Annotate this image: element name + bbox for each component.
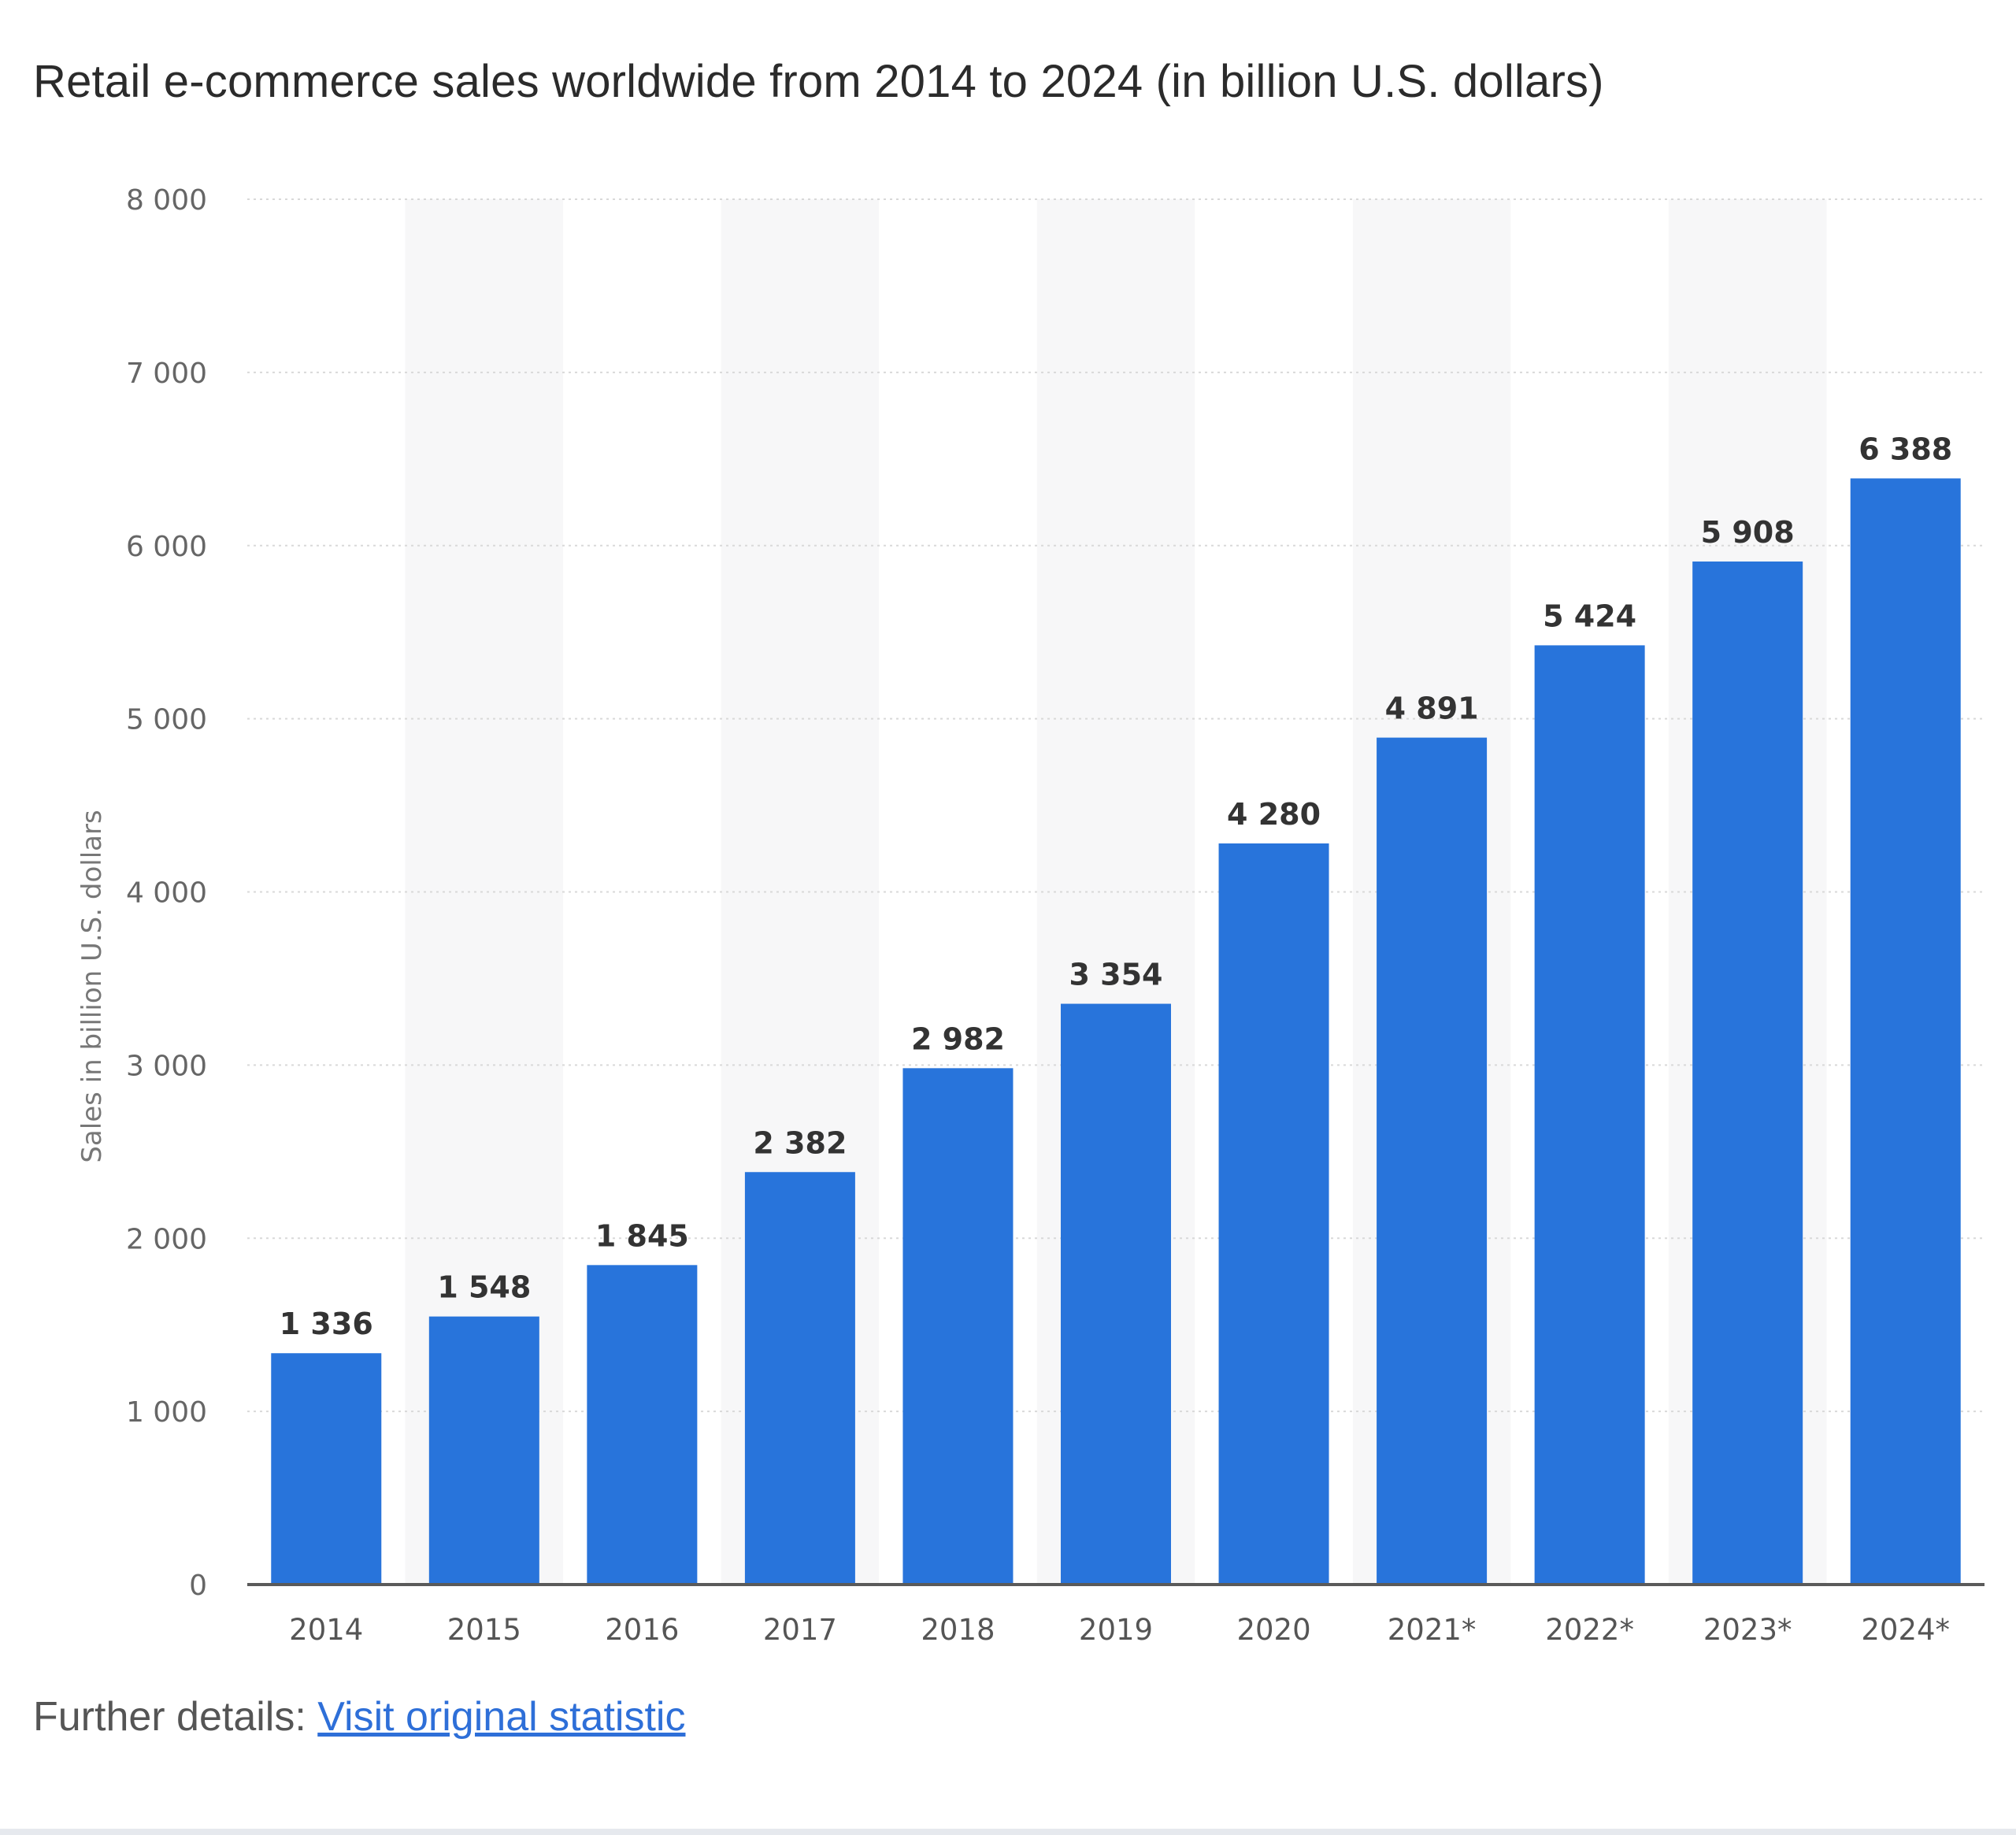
y-tick-label: 6 000 (126, 531, 207, 563)
y-tick-label: 1 000 (126, 1396, 207, 1429)
x-tick-label: 2020 (1236, 1613, 1310, 1647)
y-axis-title: Sales in billion U.S. dollars (76, 810, 108, 1162)
chart-title: Retail e-commerce sales worldwide from 2… (33, 56, 1604, 107)
data-label: 6 388 (1858, 432, 1952, 466)
y-tick-label: 8 000 (126, 184, 207, 217)
bar (744, 1172, 855, 1585)
y-tick-label: 0 (189, 1570, 207, 1602)
bar (1377, 737, 1488, 1585)
bar (271, 1353, 382, 1585)
bar (587, 1265, 698, 1585)
further-details-label: Further details: (33, 1694, 318, 1740)
bar (902, 1068, 1014, 1585)
data-label: 4 891 (1385, 691, 1479, 726)
bar-chart: 0 1 000 2 000 3 000 4 000 5 000 6 000 7 000 8 00… (76, 184, 1984, 1647)
x-tick-label: 2016 (605, 1613, 679, 1647)
data-label: 5 908 (1701, 515, 1795, 550)
data-label: 1 845 (595, 1218, 689, 1253)
bar (428, 1316, 539, 1585)
y-tick-label: 7 000 (126, 358, 207, 390)
visit-original-statistic-link[interactable]: Visit original statistic (317, 1694, 686, 1740)
bar (1061, 1003, 1171, 1585)
bar (1692, 561, 1803, 1585)
y-tick-label: 4 000 (126, 877, 207, 910)
data-label: 1 548 (437, 1270, 531, 1305)
y-tick-label: 5 000 (126, 704, 207, 736)
x-tick-label: 2019 (1079, 1613, 1153, 1647)
y-tick-label: 3 000 (126, 1050, 207, 1082)
bar (1850, 478, 1961, 1585)
x-tick-label: 2014 (289, 1613, 363, 1647)
bar (1534, 645, 1645, 1585)
data-label: 2 982 (911, 1021, 1005, 1056)
data-label: 4 280 (1227, 797, 1321, 832)
further-details: Further details: Visit original statisti… (33, 1693, 685, 1740)
x-tick-label: 2015 (447, 1613, 521, 1647)
x-tick-label: 2021* (1388, 1613, 1477, 1647)
data-label: 2 382 (753, 1125, 847, 1160)
data-label: 5 424 (1543, 599, 1636, 633)
data-label: 3 354 (1069, 958, 1163, 992)
x-tick-label: 2024* (1861, 1613, 1950, 1647)
y-tick-label: 2 000 (126, 1223, 207, 1255)
x-tick-label: 2018 (921, 1613, 995, 1647)
x-tick-label: 2023* (1703, 1613, 1792, 1647)
bottom-border (0, 1829, 2016, 1835)
bar (1218, 843, 1329, 1585)
x-tick-label: 2022* (1545, 1613, 1634, 1647)
data-label: 1 336 (280, 1307, 373, 1341)
x-tick-label: 2017 (763, 1613, 837, 1647)
